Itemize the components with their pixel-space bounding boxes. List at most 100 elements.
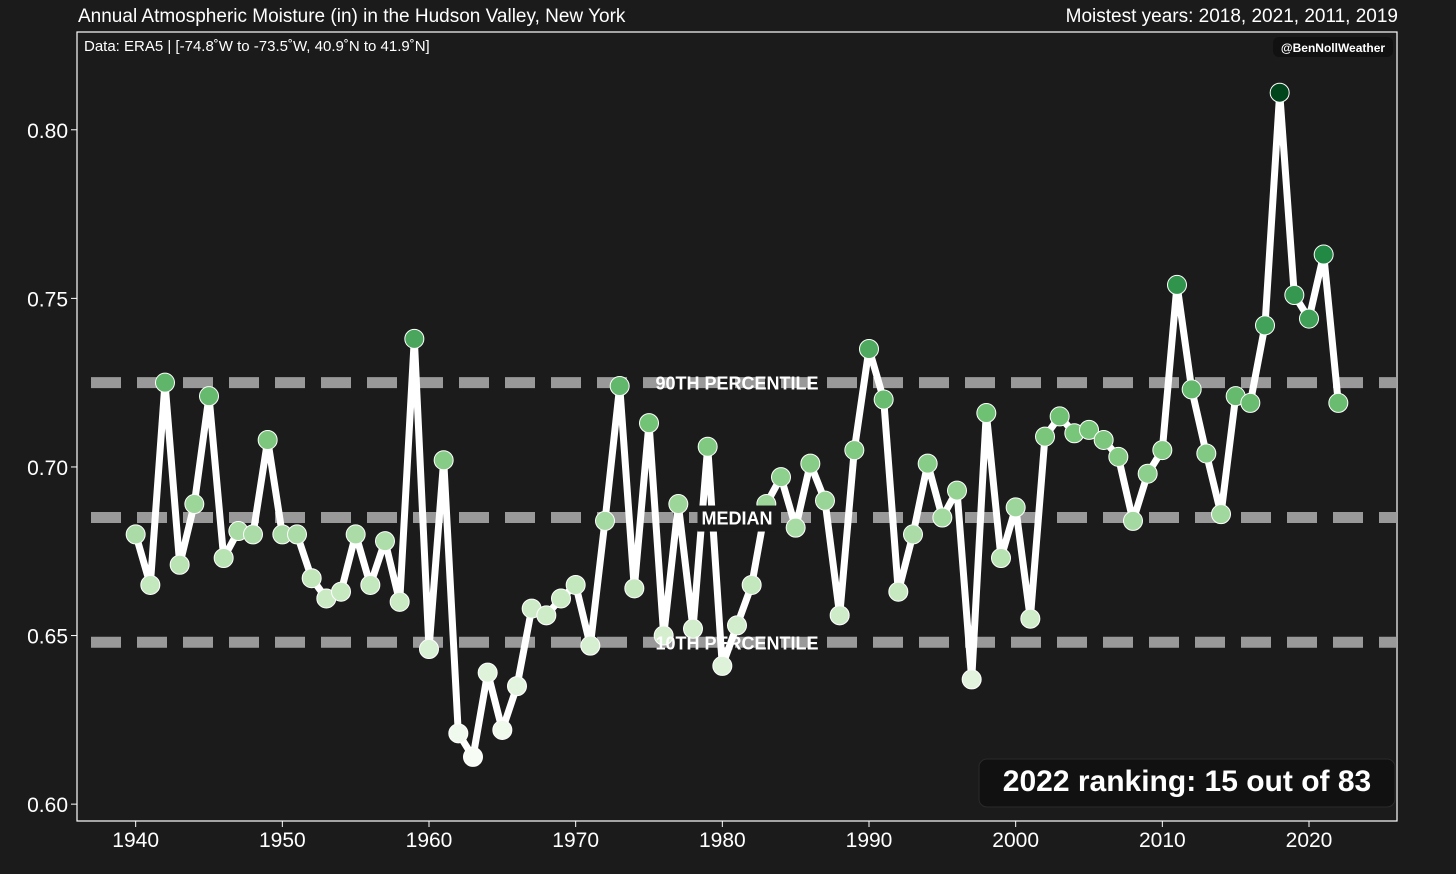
data-point	[947, 480, 967, 501]
data-point	[551, 588, 571, 609]
data-point	[1269, 82, 1290, 103]
data-point	[184, 494, 205, 515]
ranking-badge-bg	[978, 758, 1396, 808]
data-source-label: Data: ERA5 | [-74.8˚W to -73.5˚W, 40.9˚N…	[84, 38, 430, 55]
data-point	[624, 578, 645, 599]
data-point	[668, 494, 689, 515]
data-point	[888, 581, 909, 602]
data-point	[683, 618, 703, 639]
data-point	[301, 568, 322, 589]
plot-area	[76, 31, 1398, 822]
data-point	[477, 662, 498, 683]
data-point	[1181, 379, 1202, 400]
data-point	[1196, 443, 1217, 464]
data-point	[829, 605, 850, 626]
reference-line-label: 10TH PERCENTILE	[655, 633, 818, 653]
x-tick-label: 1990	[846, 829, 893, 852]
data-point	[199, 386, 219, 407]
data-point	[1167, 274, 1187, 295]
data-point	[1123, 510, 1143, 531]
data-point	[1255, 315, 1275, 336]
x-tick-label: 2020	[1286, 829, 1333, 852]
data-point	[653, 625, 674, 646]
data-point	[1108, 446, 1129, 467]
data-point	[463, 746, 483, 767]
data-point	[345, 524, 366, 545]
credit-badge-bg	[1273, 37, 1393, 57]
data-point	[1211, 504, 1231, 525]
data-point	[404, 328, 425, 349]
data-point	[331, 581, 351, 602]
y-tick-label: 0.65	[27, 626, 68, 649]
data-point	[257, 429, 278, 450]
y-tick-label: 0.60	[27, 794, 68, 817]
data-point	[580, 635, 601, 656]
y-tick-label: 0.80	[27, 120, 68, 143]
moistest-years-label: Moistest years: 2018, 2021, 2011, 2019	[1065, 6, 1398, 27]
data-point	[1299, 308, 1319, 329]
data-point	[492, 719, 513, 740]
credit-label: @BenNollWeather	[1281, 41, 1385, 55]
x-tick-label: 2010	[1139, 829, 1186, 852]
data-point	[1079, 419, 1099, 440]
chart-title: Annual Atmospheric Moisture (in) in the …	[78, 6, 626, 27]
data-point	[536, 605, 557, 626]
data-point	[507, 676, 527, 697]
data-point	[1137, 463, 1158, 484]
data-point	[991, 548, 1011, 568]
data-point	[771, 467, 791, 488]
data-point	[595, 510, 615, 531]
data-point	[155, 372, 175, 393]
data-point	[565, 574, 586, 595]
data-point	[375, 531, 395, 552]
data-point	[1152, 440, 1173, 461]
reference-label-bg	[697, 505, 777, 532]
data-point	[140, 574, 161, 595]
data-point	[1328, 392, 1349, 413]
data-point	[1313, 244, 1334, 265]
reference-line-label: 90TH PERCENTILE	[655, 374, 818, 394]
data-point	[873, 389, 894, 410]
data-point	[360, 574, 381, 595]
x-tick-label: 1940	[112, 829, 159, 852]
reference-line-label: MEDIAN	[702, 509, 773, 529]
data-point	[1240, 392, 1261, 413]
data-point	[433, 450, 454, 471]
data-point	[961, 669, 982, 690]
data-point	[727, 615, 747, 636]
data-point	[1049, 406, 1070, 427]
data-point	[389, 591, 410, 612]
data-point	[741, 574, 762, 595]
data-point	[712, 655, 733, 676]
data-point	[859, 338, 879, 359]
y-tick-label: 0.75	[27, 288, 68, 311]
data-point	[243, 524, 263, 545]
data-point	[785, 517, 806, 538]
data-point	[932, 507, 953, 528]
data-point	[609, 376, 630, 397]
data-point	[903, 524, 923, 545]
data-point	[815, 490, 835, 511]
data-point	[287, 524, 307, 545]
data-point	[1020, 608, 1041, 629]
data-point	[1035, 426, 1055, 447]
data-point	[169, 554, 190, 575]
data-point	[639, 413, 659, 434]
y-tick-label: 0.70	[27, 457, 68, 480]
data-point	[697, 436, 718, 457]
data-point	[448, 723, 469, 744]
data-point	[1005, 497, 1026, 518]
data-point	[213, 548, 234, 568]
data-point	[917, 453, 938, 474]
data-point	[125, 524, 146, 545]
data-point	[419, 639, 439, 660]
data-point	[844, 440, 865, 461]
x-tick-label: 1950	[259, 829, 306, 852]
data-point	[800, 453, 821, 474]
x-tick-label: 1970	[552, 829, 599, 852]
data-point	[1093, 429, 1114, 450]
data-point	[976, 403, 997, 424]
x-tick-label: 2000	[992, 829, 1039, 852]
x-tick-label: 1980	[699, 829, 746, 852]
